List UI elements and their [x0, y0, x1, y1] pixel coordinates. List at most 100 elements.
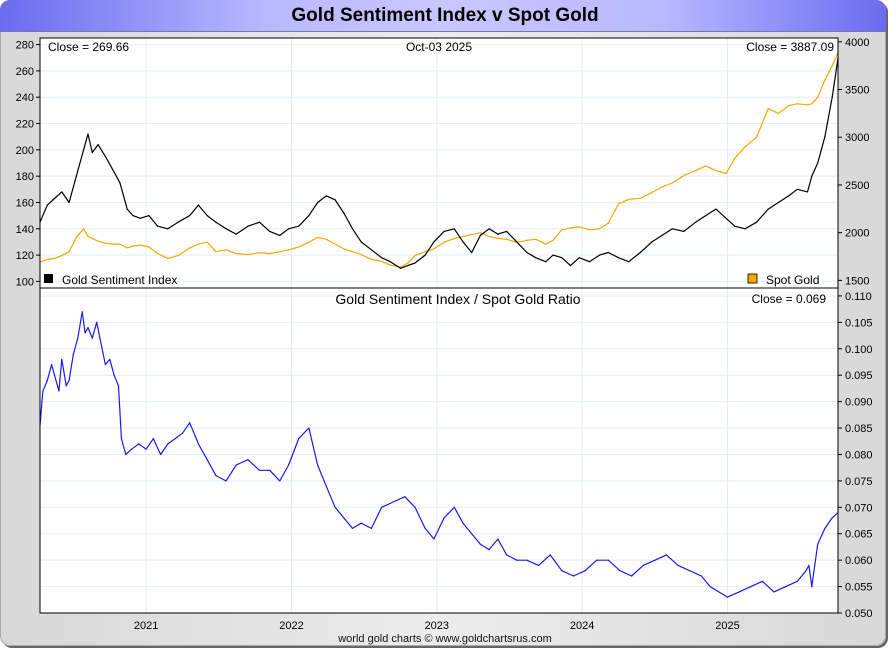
ratio-line-point — [811, 586, 813, 588]
sentiment-index-line-point — [788, 195, 790, 197]
spot-gold-line-point — [599, 228, 601, 230]
spot-gold-line-point — [715, 170, 717, 172]
spot-gold-line-point — [68, 251, 70, 253]
spot-gold-line-point — [488, 235, 490, 238]
spot-gold-line-point — [628, 198, 630, 200]
ratio-line-point — [817, 543, 819, 545]
spot-gold-line-point — [479, 232, 481, 234]
spot-gold-line-point — [215, 251, 217, 253]
ratio-line-point — [145, 448, 147, 450]
spot-gold-line-point — [308, 241, 310, 243]
sentiment-index-line-point — [607, 251, 609, 254]
sentiment-index-line-point — [206, 215, 208, 217]
ratio-line-point — [462, 522, 464, 524]
spot-gold-line-point — [104, 242, 106, 244]
sentiment-index-line-point — [334, 199, 336, 201]
right-axis-tick-label: 2000 — [845, 228, 869, 240]
spot-gold-line-point — [607, 222, 609, 224]
ratio-line-point — [58, 390, 60, 392]
sentiment-index-line-point — [806, 191, 809, 193]
sentiment-index-line-point — [197, 204, 199, 206]
ratio-line-point — [125, 453, 127, 456]
spot-gold-line-point — [87, 235, 89, 238]
sentiment-index-line-point — [578, 257, 580, 259]
sentiment-index-line-point — [561, 257, 563, 259]
ratio-line-point — [750, 586, 752, 588]
legend-swatch-spot-gold — [747, 273, 758, 284]
x-axis-tick-label: 2023 — [425, 620, 449, 632]
spot-gold-line-point — [545, 243, 547, 245]
sentiment-index-line-point — [399, 267, 402, 269]
ratio-line-point — [53, 374, 56, 376]
spot-gold-line-point — [817, 96, 819, 98]
spot-gold-line-point — [360, 254, 362, 256]
spot-gold-line-point — [767, 108, 769, 110]
ratio-axis-tick-label: 0.080 — [845, 449, 873, 461]
ratio-line-point — [526, 559, 528, 561]
ratio-axis-tick-label: 0.050 — [845, 608, 873, 620]
ratio-line-point — [424, 527, 426, 530]
spot-gold-line-point — [683, 174, 685, 176]
spot-gold-line-point — [806, 104, 809, 106]
spot-gold-line-point — [506, 238, 508, 240]
spot-gold-line-point — [671, 182, 673, 184]
sentiment-index-line-point — [651, 241, 653, 243]
ratio-line-point — [433, 538, 435, 540]
sentiment-index-line-point — [617, 257, 620, 259]
x-axis-tick-label: 2025 — [715, 620, 739, 632]
spot-gold-line-point — [424, 251, 426, 253]
lower-plot-area — [40, 288, 838, 613]
left-axis-tick-label: 180 — [16, 171, 34, 183]
spot-gold-line-point — [497, 237, 499, 239]
spot-gold-line-point — [189, 247, 191, 249]
ratio-line — [39, 311, 839, 598]
spot-gold-line-point — [725, 172, 727, 175]
ratio-line-point — [174, 438, 176, 440]
ratio-line-point — [561, 570, 563, 572]
ratio-line-point — [87, 327, 89, 329]
ratio-line-point — [113, 374, 115, 376]
sentiment-index-line-point — [424, 254, 426, 256]
left-axis-tick-label: 160 — [16, 197, 34, 209]
ratio-line-point — [288, 464, 290, 466]
x-axis-tick-label: 2021 — [134, 620, 158, 632]
ratio-line-point — [572, 575, 575, 577]
sentiment-index-line-point — [453, 228, 455, 230]
spot-gold-line-point — [796, 103, 798, 105]
sentiment-index-line-point — [796, 188, 798, 190]
ratio-line-point — [77, 337, 79, 339]
left-axis-tick-label: 100 — [16, 276, 34, 288]
x-axis-tick-label: 2024 — [570, 620, 594, 632]
sentiment-index-line-point — [569, 265, 572, 267]
ratio-line-point — [773, 591, 775, 593]
spot-gold-line-point — [197, 243, 199, 245]
ratio-line-point — [709, 586, 711, 588]
spot-gold-line-point — [351, 251, 354, 253]
sentiment-index-line-point — [132, 215, 134, 217]
sentiment-index-line-point — [215, 221, 217, 223]
spot-gold-line-point — [381, 260, 383, 262]
ratio-line-point — [189, 422, 191, 424]
ratio-line-point — [104, 364, 106, 366]
spot-gold-line-point — [317, 236, 319, 238]
spot-gold-line-point — [83, 228, 85, 230]
ratio-line-point — [607, 559, 609, 561]
spot-gold-line-point — [370, 258, 372, 260]
sentiment-index-line-point — [148, 215, 150, 217]
ratio-line-point — [631, 575, 633, 577]
spot-gold-line-point — [61, 255, 63, 257]
ratio-line-point — [506, 554, 508, 556]
left-axis-tick-label: 220 — [16, 119, 34, 131]
sentiment-index-line-point — [628, 261, 630, 263]
left-axis-tick-label: 240 — [16, 92, 34, 104]
ratio-line-point — [479, 543, 481, 545]
spot-gold-line-point — [811, 103, 813, 105]
ratio-line-point — [404, 496, 406, 498]
ratio-line-point — [258, 469, 261, 471]
spot-gold-line-point — [399, 266, 402, 268]
spot-gold-line-point — [756, 136, 758, 138]
spot-gold-line-point — [235, 253, 237, 255]
ratio-line-point — [805, 570, 807, 572]
lower-plot-border — [39, 287, 839, 614]
